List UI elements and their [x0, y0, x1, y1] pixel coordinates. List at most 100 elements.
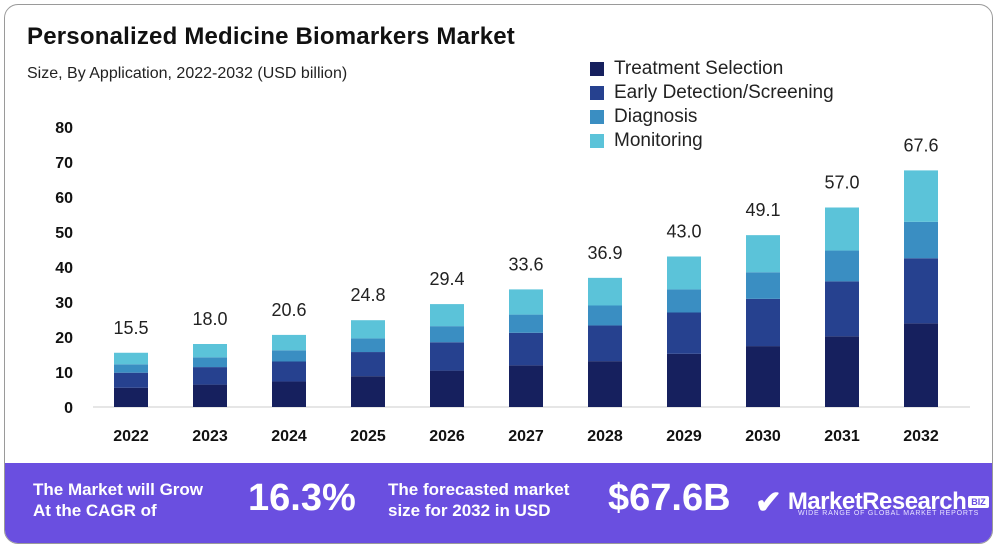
bar-segment [193, 367, 227, 385]
bar-total-label: 20.6 [271, 300, 306, 320]
bar-segment [193, 357, 227, 368]
cagr-value: 16.3% [248, 477, 356, 519]
bar-segment [272, 361, 306, 382]
forecast-text-line-1: The forecasted market [388, 480, 570, 499]
brand-badge: BIZ [968, 496, 989, 508]
x-tick-label: 2026 [429, 428, 465, 445]
bar-segment [430, 342, 464, 371]
bar-segment [667, 312, 701, 354]
y-tick-label: 50 [55, 225, 73, 242]
x-tick-label: 2032 [903, 428, 939, 445]
bar-chart: 0102030405060708015.5202218.0202320.6202… [55, 120, 970, 445]
legend-label: Treatment Selection [614, 58, 784, 79]
cagr-text-line-1: The Market will Grow [33, 480, 204, 499]
bar-segment [746, 346, 780, 407]
bar-segment [746, 235, 780, 273]
bar-total-label: 36.9 [587, 243, 622, 263]
bar-total-label: 33.6 [508, 254, 543, 274]
x-tick-label: 2029 [666, 428, 702, 445]
legend-item-early-detection: Early Detection/Screening [590, 81, 834, 105]
bar-total-label: 43.0 [666, 222, 701, 242]
legend-label: Early Detection/Screening [614, 82, 834, 103]
x-tick-label: 2030 [745, 428, 781, 445]
bar-segment [430, 304, 464, 327]
bar-segment [114, 364, 148, 373]
bar-segment [351, 338, 385, 353]
x-tick-label: 2027 [508, 428, 544, 445]
bar-segment [272, 381, 306, 407]
bar-segment [114, 372, 148, 388]
bar-segment [272, 334, 306, 351]
x-tick-label: 2022 [113, 428, 149, 445]
bar-segment [667, 353, 701, 407]
brand-logo: ✔ MarketResearch BIZ [755, 483, 989, 521]
bar-segment [193, 344, 227, 358]
bar-segment [904, 221, 938, 259]
brand-name: MarketResearch [787, 488, 967, 515]
bar-segment [430, 326, 464, 343]
bar-total-label: 29.4 [429, 269, 464, 289]
bar-segment [509, 314, 543, 333]
bar-segment [114, 352, 148, 365]
bar-total-label: 18.0 [192, 309, 227, 329]
legend-swatch [590, 134, 604, 148]
y-tick-label: 70 [55, 155, 73, 172]
bar-segment [588, 325, 622, 362]
bar-total-label: 49.1 [745, 200, 780, 220]
legend-label: Monitoring [614, 130, 703, 151]
bar-segment [825, 207, 859, 251]
bar-segment [904, 258, 938, 324]
cagr-text: The Market will Grow At the CAGR of [33, 479, 203, 521]
bar-segment [351, 352, 385, 377]
bar-segment [904, 170, 938, 222]
bar-segment [825, 336, 859, 407]
cagr-text-line-2: At the CAGR of [33, 501, 157, 520]
legend-label: Diagnosis [614, 106, 698, 127]
y-tick-label: 0 [64, 400, 73, 417]
x-tick-label: 2024 [271, 428, 307, 445]
chart-frame: Personalized Medicine Biomarkers Market … [4, 4, 993, 544]
brand-tagline: WIDE RANGE OF GLOBAL MARKET REPORTS [798, 510, 980, 517]
bar-segment [351, 376, 385, 407]
y-tick-label: 80 [55, 120, 73, 137]
x-tick-label: 2028 [587, 428, 623, 445]
bar-segment [825, 250, 859, 282]
x-tick-label: 2025 [350, 428, 386, 445]
bar-segment [904, 323, 938, 407]
chart-subtitle: Size, By Application, 2022-2032 (USD bil… [27, 65, 348, 82]
forecast-text-line-2: size for 2032 in USD [388, 501, 551, 520]
chart-title: Personalized Medicine Biomarkers Market [27, 23, 515, 50]
checkmark-icon: ✔ [755, 484, 782, 520]
legend-swatch [590, 86, 604, 100]
bar-segment [351, 320, 385, 339]
bar-segment [588, 277, 622, 306]
bar-segment [746, 272, 780, 299]
legend-item-treatment-selection: Treatment Selection [590, 57, 834, 81]
forecast-value: $67.6B [608, 477, 731, 519]
bar-segment [588, 361, 622, 407]
bar-segment [588, 305, 622, 326]
legend-swatch [590, 62, 604, 76]
x-tick-label: 2023 [192, 428, 228, 445]
bar-total-label: 24.8 [350, 285, 385, 305]
x-tick-label: 2031 [824, 428, 860, 445]
bar-segment [667, 289, 701, 313]
bar-segment [509, 332, 543, 366]
y-tick-label: 20 [55, 330, 73, 347]
legend: Treatment Selection Early Detection/Scre… [590, 57, 834, 153]
bar-segment [430, 370, 464, 407]
bar-total-label: 15.5 [113, 318, 148, 338]
bar-segment [272, 350, 306, 362]
bar-segment [509, 289, 543, 315]
bar-segment [114, 387, 148, 407]
legend-item-diagnosis: Diagnosis [590, 105, 834, 129]
bar-segment [667, 256, 701, 290]
bar-segment [825, 281, 859, 337]
y-tick-label: 10 [55, 365, 73, 382]
bar-segment [193, 384, 227, 407]
bar-total-label: 57.0 [824, 173, 859, 193]
legend-item-monitoring: Monitoring [590, 129, 834, 153]
y-tick-label: 30 [55, 295, 73, 312]
forecast-text: The forecasted market size for 2032 in U… [388, 479, 569, 521]
bar-segment [509, 365, 543, 407]
